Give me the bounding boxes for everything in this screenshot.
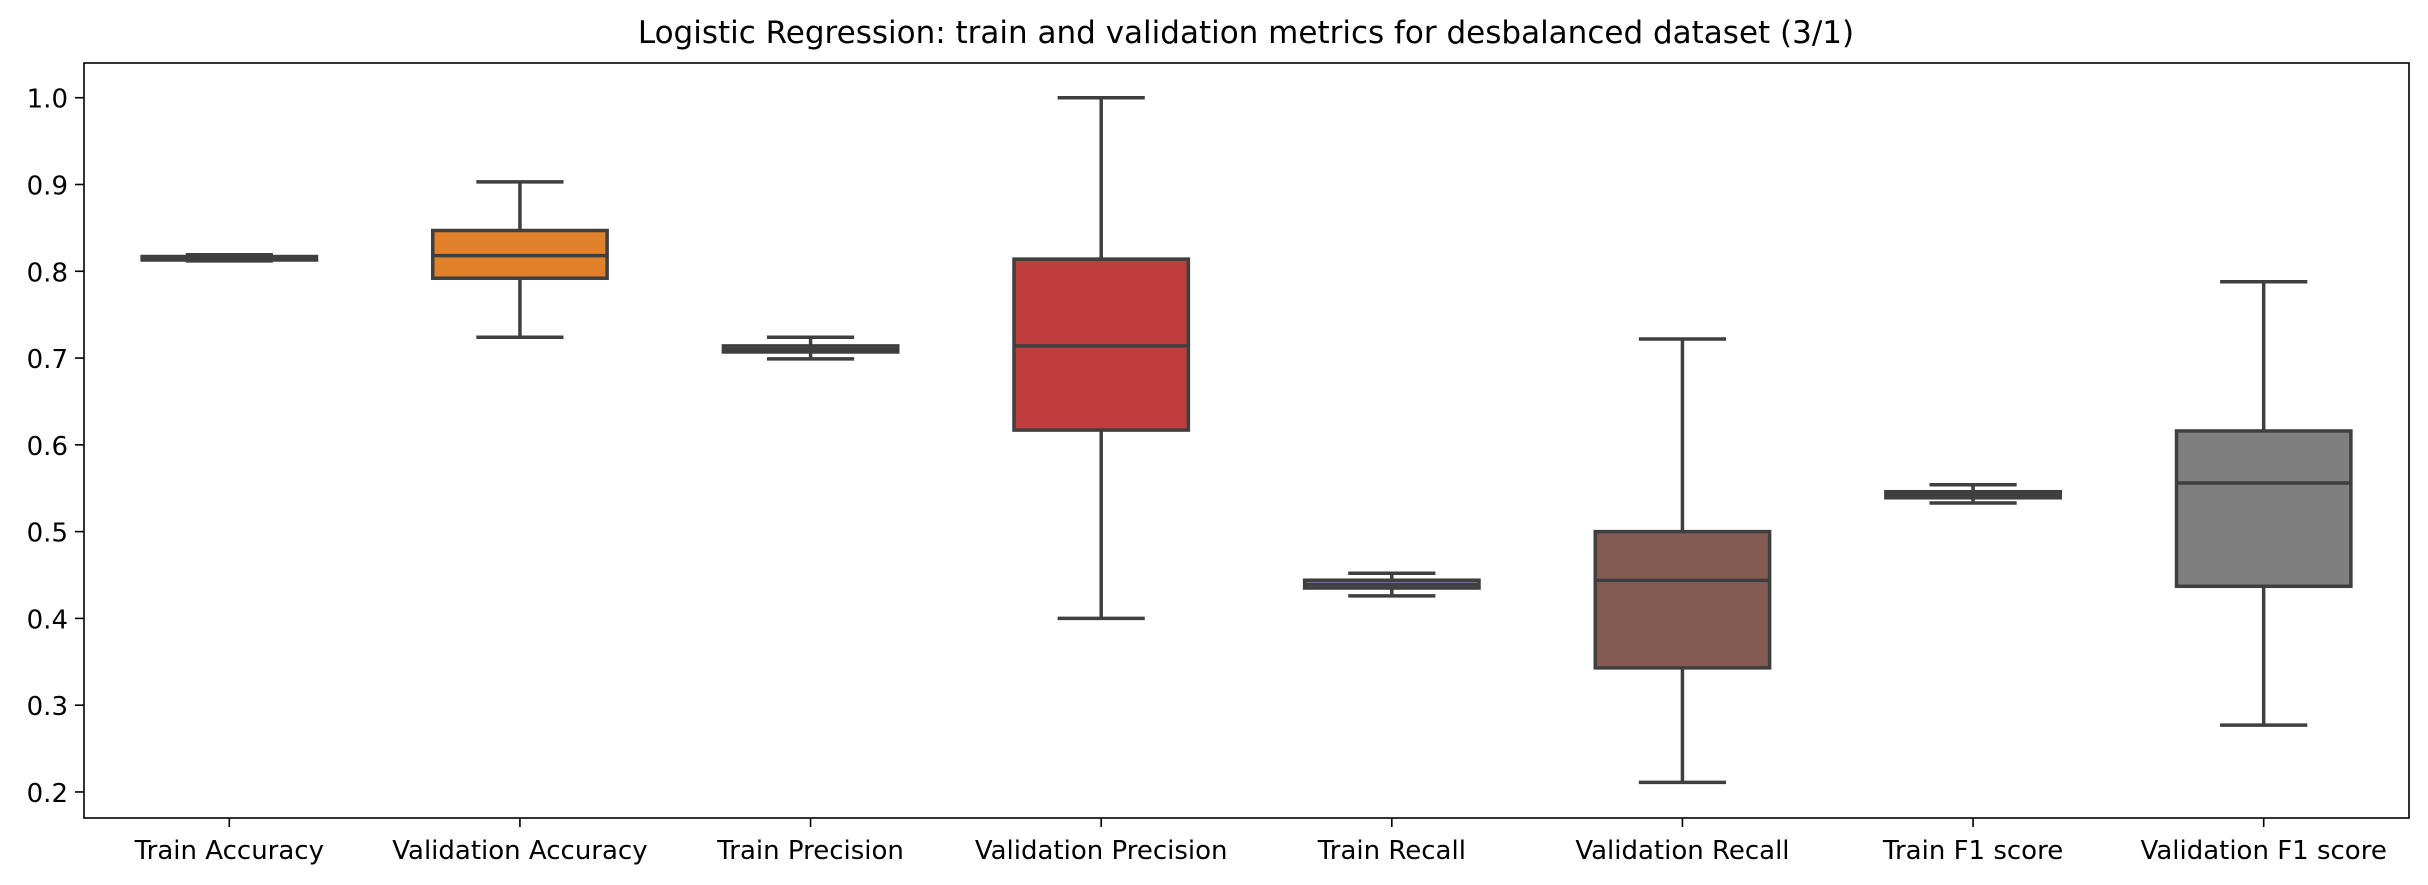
box-3 <box>1012 95 1191 621</box>
y-tick-label: 0.7 <box>27 345 68 375</box>
boxes-layer <box>140 95 2353 785</box>
plot-frame <box>83 62 2410 819</box>
y-tick-label: 0.9 <box>27 171 68 201</box>
chart-title: Logistic Regression: train and validatio… <box>638 15 1854 51</box>
box-5 <box>1593 337 1772 785</box>
y-tick-label: 1.0 <box>27 85 68 115</box>
x-tick-label: Train Recall <box>1317 836 1466 866</box>
y-tick-label: 0.8 <box>27 258 68 288</box>
x-axis: Train Accuracy Validation Accuracy Train P… <box>134 818 2387 866</box>
box-2 <box>721 335 900 361</box>
y-axis: 0.2 0.3 0.4 0.5 0.6 0.7 0.8 0.9 1.0 <box>27 85 84 809</box>
box-0 <box>140 253 319 263</box>
x-tick-label: Validation Recall <box>1575 836 1789 866</box>
y-tick-label: 0.4 <box>27 605 68 635</box>
x-tick-label: Validation Precision <box>975 836 1228 866</box>
y-tick-label: 0.6 <box>27 432 68 462</box>
y-tick-label: 0.5 <box>27 519 68 549</box>
x-tick-label: Validation F1 score <box>2141 836 2387 866</box>
x-tick-label: Train F1 score <box>1882 836 2063 866</box>
box-7 <box>2174 279 2353 727</box>
box-body <box>2174 429 2353 589</box>
x-tick-label: Validation Accuracy <box>392 836 647 866</box>
box-4 <box>1302 571 1481 598</box>
box-body <box>1593 529 1772 670</box>
x-tick-label: Train Accuracy <box>134 836 324 866</box>
y-tick-label: 0.3 <box>27 692 68 722</box>
y-tick-label: 0.2 <box>27 779 68 809</box>
box-6 <box>1884 483 2062 505</box>
x-tick-label: Train Precision <box>716 836 904 866</box>
box-1 <box>431 180 609 339</box>
